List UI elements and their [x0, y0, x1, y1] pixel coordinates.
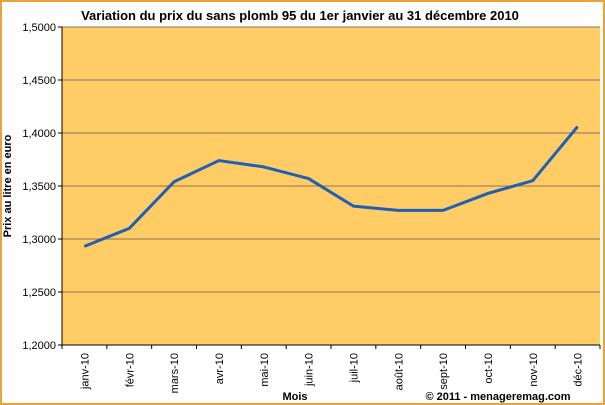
data-point — [397, 209, 399, 211]
x-tick-label: juil-10 — [348, 353, 360, 383]
data-point — [308, 178, 310, 180]
data-point — [487, 192, 489, 194]
x-axis-label: Mois — [282, 391, 307, 403]
x-tick-label: avr-10 — [214, 353, 226, 384]
x-tick-label: févr-10 — [124, 353, 136, 387]
data-points — [83, 126, 579, 247]
series-line-prix — [83, 125, 579, 248]
y-tick-label: 1,5000 — [22, 22, 56, 34]
x-tick-label: nov-10 — [528, 353, 540, 387]
y-tick-label: 1,4500 — [22, 75, 56, 87]
data-point — [532, 180, 534, 182]
y-tick-label: 1,2000 — [22, 340, 56, 352]
y-tick-label: 1,3000 — [22, 234, 56, 246]
x-tick-label: août-10 — [393, 353, 405, 390]
x-tick-label: janv-10 — [79, 353, 91, 390]
credit-label: © 2011 - menageremag.com — [425, 391, 570, 403]
y-tick-label: 1,2500 — [22, 287, 56, 299]
y-tick-label: 1,4000 — [22, 128, 56, 140]
x-tick-label: mai-10 — [259, 353, 271, 387]
data-point — [128, 227, 130, 229]
x-tick-label: oct-10 — [483, 353, 495, 384]
x-tick-label: déc-10 — [573, 353, 585, 387]
data-point — [442, 209, 444, 211]
y-axis-label: Prix au litre en euro — [2, 134, 14, 237]
data-point — [352, 205, 354, 207]
y-tick-label: 1,3500 — [22, 181, 56, 193]
data-point — [83, 245, 85, 247]
data-point — [263, 166, 265, 168]
data-point — [577, 126, 579, 128]
data-point — [173, 181, 175, 183]
x-tick-label: sept-10 — [438, 353, 450, 390]
x-tick-label: juin-10 — [304, 353, 316, 387]
chart-title: Variation du prix du sans plomb 95 du 1e… — [81, 8, 519, 23]
data-point — [218, 160, 220, 162]
x-tick-label: mars-10 — [169, 353, 181, 393]
